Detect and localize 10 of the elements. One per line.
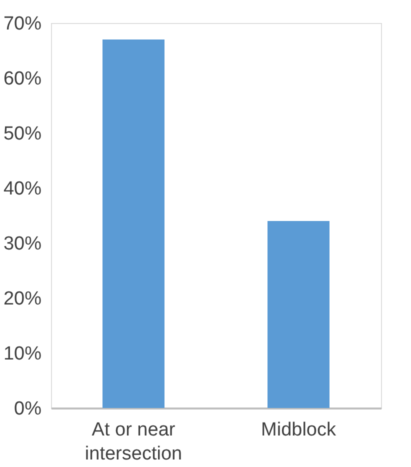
y-tick-label: 50% [3,124,42,144]
y-tick-label: 40% [3,178,42,200]
y-tick-label: 70% [3,14,42,34]
y-tick-label: 0% [14,398,42,420]
y-tick-label: 10% [3,344,42,364]
y-tick-label: 60% [3,68,42,90]
x-tick-label: Midblock [261,420,336,440]
x-tick-label: At or near intersection [84,420,182,464]
y-tick-label: 20% [3,288,42,310]
y-tick-label: 30% [3,234,42,254]
